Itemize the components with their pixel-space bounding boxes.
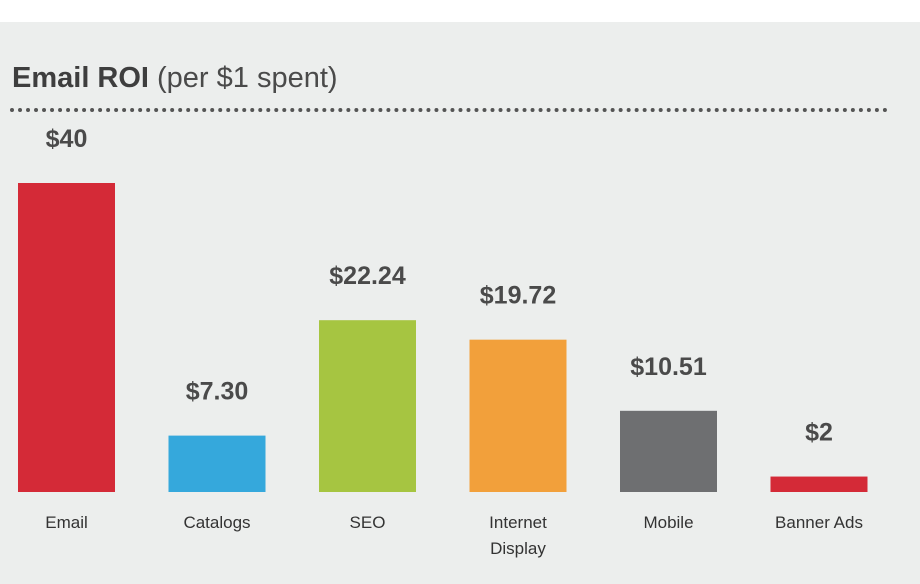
category-label-3-line-1: Display — [490, 539, 546, 558]
bar-value-label-1: $7.30 — [186, 378, 249, 406]
category-label-3-line-0: Internet — [489, 513, 547, 532]
category-label-2: SEO — [350, 513, 386, 532]
category-label-0: Email — [45, 513, 88, 532]
title-divider — [10, 108, 888, 112]
bar-value-label-0: $40 — [46, 125, 88, 153]
bar-3 — [469, 339, 567, 492]
bar-value-label-4: $10.51 — [630, 353, 707, 381]
chart-title-main: Email ROI — [12, 62, 149, 94]
chart-panel — [0, 22, 920, 584]
category-label-1: Catalogs — [183, 513, 250, 532]
chart-title: Email ROI (per $1 spent) — [12, 60, 338, 96]
bar-2 — [319, 320, 416, 492]
category-label-4: Mobile — [643, 513, 693, 532]
bar-value-label-5: $2 — [805, 419, 833, 447]
bar-5 — [770, 476, 868, 492]
bar-value-label-2: $22.24 — [329, 262, 406, 290]
category-label-5: Banner Ads — [775, 513, 863, 532]
bar-value-label-3: $19.72 — [480, 282, 556, 310]
bar-0 — [18, 183, 115, 492]
bar-1 — [168, 435, 266, 492]
chart-subtitle: (per $1 spent) — [157, 62, 338, 94]
bar-4 — [620, 410, 717, 492]
